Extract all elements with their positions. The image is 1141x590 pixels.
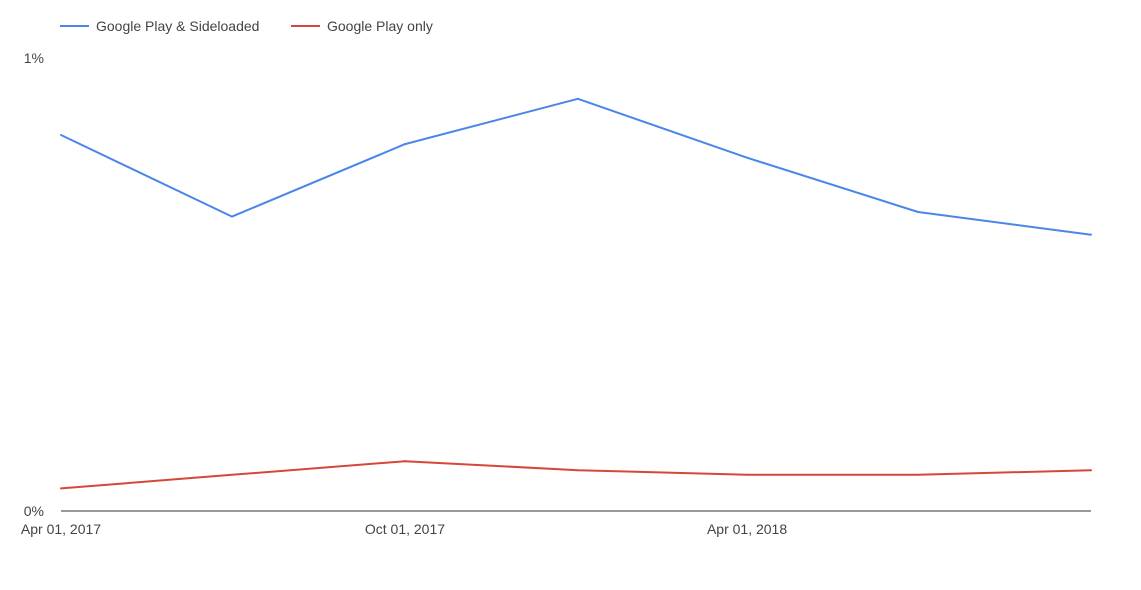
series-line-2[interactable] <box>60 460 1092 490</box>
y-tick-label-top: 1% <box>24 50 44 66</box>
data-point-series-1[interactable] <box>1090 233 1092 236</box>
data-point-series-2[interactable] <box>231 473 234 476</box>
data-point-series-1[interactable] <box>403 143 406 146</box>
chart-legend[interactable]: Google Play & Sideloaded Google Play onl… <box>60 18 433 34</box>
x-axis: Apr 01, 2017 Oct 01, 2017 Apr 01, 2018 <box>21 521 787 537</box>
data-point-series-1[interactable] <box>60 134 62 137</box>
data-point-series-1[interactable] <box>231 215 234 218</box>
series-line-1[interactable] <box>60 97 1092 236</box>
data-point-series-2[interactable] <box>576 469 579 472</box>
data-point-series-2[interactable] <box>1090 469 1092 472</box>
legend-item-series-1[interactable]: Google Play & Sideloaded <box>60 18 259 34</box>
x-tick-label: Apr 01, 2017 <box>21 521 101 537</box>
x-tick-label: Apr 01, 2018 <box>707 521 787 537</box>
legend-label-series-1: Google Play & Sideloaded <box>96 18 259 34</box>
legend-label-series-2: Google Play only <box>327 18 433 34</box>
series-layer <box>60 97 1092 490</box>
data-point-series-2[interactable] <box>403 460 406 463</box>
legend-item-series-2[interactable]: Google Play only <box>291 18 433 34</box>
y-tick-label-bottom: 0% <box>24 503 44 519</box>
data-point-series-2[interactable] <box>60 487 62 490</box>
data-point-series-2[interactable] <box>917 473 920 476</box>
data-point-series-2[interactable] <box>746 473 749 476</box>
data-point-series-1[interactable] <box>576 97 579 100</box>
data-point-series-1[interactable] <box>746 156 749 159</box>
y-axis: 1% 0% <box>24 50 44 519</box>
x-tick-label: Oct 01, 2017 <box>365 521 445 537</box>
data-point-series-1[interactable] <box>917 211 920 214</box>
